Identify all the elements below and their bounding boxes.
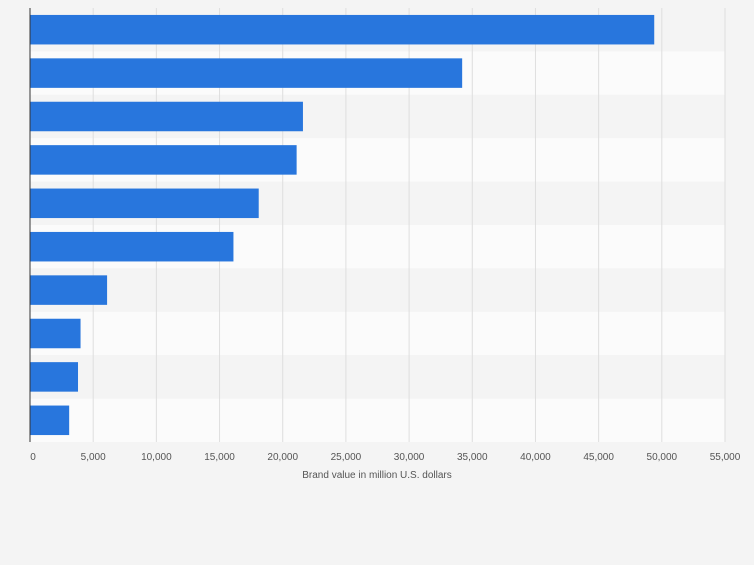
- bar[interactable]: [30, 275, 108, 305]
- x-tick-label: 5,000: [81, 452, 106, 463]
- bar[interactable]: [30, 362, 79, 392]
- x-tick-label: 35,000: [457, 452, 488, 463]
- x-tick-label: 0: [30, 452, 36, 463]
- x-tick-label: 20,000: [267, 452, 298, 463]
- x-tick-label: 30,000: [394, 452, 425, 463]
- x-tick-label: 10,000: [141, 452, 172, 463]
- x-tick-label: 50,000: [647, 452, 678, 463]
- bar[interactable]: [30, 231, 234, 262]
- bars: [30, 14, 655, 436]
- bar[interactable]: [30, 14, 655, 45]
- x-tick-label: 40,000: [520, 452, 551, 463]
- x-tick-label: 15,000: [204, 452, 235, 463]
- row-band: [30, 268, 725, 312]
- gridlines: [92, 8, 726, 442]
- bar[interactable]: [30, 405, 70, 436]
- bar[interactable]: [30, 145, 297, 175]
- bar[interactable]: [30, 101, 303, 132]
- row-band: [30, 311, 725, 356]
- bar[interactable]: [30, 318, 81, 349]
- x-axis-title: Brand value in million U.S. dollars: [302, 470, 452, 481]
- x-tick-label: 25,000: [331, 452, 362, 463]
- x-tick-label: 45,000: [583, 452, 614, 463]
- bar[interactable]: [30, 188, 259, 219]
- x-tick-label: 55,000: [710, 452, 741, 463]
- bar[interactable]: [30, 58, 463, 88]
- row-band: [30, 355, 725, 399]
- row-band: [30, 398, 725, 442]
- x-axis-ticks: 0 5,000 10,000 15,000 20,000 25,000 30,000 35,0…: [30, 452, 741, 463]
